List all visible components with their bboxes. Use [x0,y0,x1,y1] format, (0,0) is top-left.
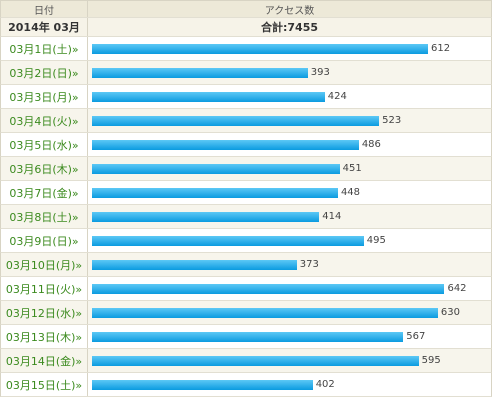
data-row: 03月6日(木)» 451 [0,157,492,181]
value-label: 424 [327,91,347,102]
count-cell: 373 [88,253,491,276]
count-cell: 523 [88,109,491,132]
count-cell: 402 [88,373,491,396]
date-link[interactable]: 03月5日(水)» [1,133,88,156]
data-row: 03月11日(火)» 642 [0,277,492,301]
data-row: 03月5日(水)» 486 [0,133,492,157]
count-cell: 448 [88,181,491,204]
value-label: 642 [447,283,467,294]
data-row: 03月4日(火)» 523 [0,109,492,133]
date-link[interactable]: 03月13日(木)» [1,325,88,348]
value-label: 630 [440,307,460,318]
value-label: 612 [430,43,451,54]
date-link[interactable]: 03月1日(土)» [1,37,88,60]
data-row: 03月14日(金)» 595 [0,349,492,373]
data-row: 03月13日(木)» 567 [0,325,492,349]
count-cell: 424 [88,85,491,108]
count-cell: 612 [88,37,491,60]
header-date: 日付 [1,1,88,17]
data-row: 03月12日(水)» 630 [0,301,492,325]
bar [92,380,313,390]
value-label: 451 [342,163,362,174]
value-label: 448 [340,187,361,198]
date-link[interactable]: 03月4日(火)» [1,109,88,132]
date-link[interactable]: 03月7日(金)» [1,181,88,204]
bar [92,260,297,270]
date-link[interactable]: 03月6日(木)» [1,157,88,180]
value-label: 495 [366,235,386,246]
bar [92,356,419,366]
count-cell: 486 [88,133,491,156]
value-label: 523 [382,115,402,126]
value-label: 402 [315,379,335,390]
count-cell: 414 [88,205,491,228]
data-row: 03月3日(月)» 424 [0,85,492,109]
value-label: 595 [421,355,441,366]
count-cell: 630 [88,301,491,324]
data-row: 03月7日(金)» 448 [0,181,492,205]
bar [92,164,340,174]
count-cell: 595 [88,349,491,372]
count-cell: 567 [88,325,491,348]
value-label: 486 [361,139,381,150]
value-label: 373 [299,259,319,270]
header-count: アクセス数 [264,5,315,17]
total: 合計:7455 [260,21,318,34]
value-label: 414 [322,211,342,222]
data-row: 03月15日(土)» 402 [0,373,492,397]
bar [92,212,320,222]
bar [92,236,364,246]
count-cell: 642 [88,277,491,300]
date-link[interactable]: 03月12日(水)» [1,301,88,324]
bar [92,188,338,198]
data-row: 03月10日(月)» 373 [0,253,492,277]
bar [92,92,325,102]
date-link[interactable]: 03月14日(金)» [1,349,88,372]
data-row: 03月2日(日)» 393 [0,61,492,85]
count-cell: 451 [88,157,491,180]
date-link[interactable]: 03月9日(日)» [1,229,88,252]
value-label: 567 [406,331,426,342]
header-row: 日付 アクセス数 [0,0,492,18]
count-cell: 393 [88,61,491,84]
bar [92,284,445,294]
date-link[interactable]: 03月3日(月)» [1,85,88,108]
date-link[interactable]: 03月8日(土)» [1,205,88,228]
date-link[interactable]: 03月2日(日)» [1,61,88,84]
bar [92,308,438,318]
bar [92,68,308,78]
value-label: 393 [310,67,330,78]
bar [92,140,359,150]
bar [92,332,404,342]
count-cell: 495 [88,229,491,252]
bar [92,116,380,126]
bar [92,44,428,54]
date-link[interactable]: 03月11日(火)» [1,277,88,300]
date-link[interactable]: 03月15日(土)» [1,373,88,396]
date-link[interactable]: 03月10日(月)» [1,253,88,276]
data-row: 03月9日(日)» 495 [0,229,492,253]
data-row: 03月1日(土)» 612 [0,37,492,61]
month: 2014年 03月 [1,18,88,36]
summary-row: 2014年 03月 合計:7455 [0,18,492,37]
data-row: 03月8日(土)» 414 [0,205,492,229]
